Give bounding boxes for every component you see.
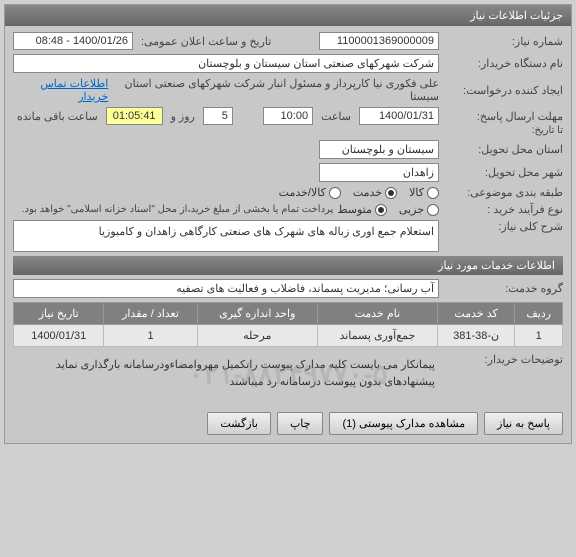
- category-label: طبقه بندی موضوعی:: [443, 186, 563, 199]
- creator-label: ایجاد کننده درخواست:: [443, 84, 563, 97]
- radio-partial[interactable]: [427, 204, 439, 216]
- deadline-label: مهلت ارسال پاسخ:: [443, 110, 563, 123]
- buyer-notes-text: پیمانکار می بایست کلیه مدارک پیوست راتکم…: [13, 353, 439, 394]
- radio-goods-label: کالا: [409, 186, 424, 199]
- td-name: جمع‌آوری پسماند: [318, 325, 438, 347]
- th-unit: واحد اندازه گیری: [197, 303, 317, 325]
- category-radio-group: کالا خدمت کالا/خدمت: [279, 186, 439, 199]
- th-row: ردیف: [515, 303, 563, 325]
- days-remaining: 5: [203, 107, 233, 125]
- service-group-label: گروه خدمت:: [443, 282, 563, 295]
- radio-goods[interactable]: [427, 187, 439, 199]
- delivery-city-value: زاهدان: [319, 163, 439, 182]
- table-row: 1 ن-38-381 جمع‌آوری پسماند مرحله 1 1400/…: [14, 325, 563, 347]
- td-row: 1: [515, 325, 563, 347]
- print-button[interactable]: چاپ: [277, 412, 324, 435]
- radio-partial-label: جزیی: [399, 203, 424, 216]
- radio-medium[interactable]: [375, 204, 387, 216]
- radio-service-label: خدمت: [353, 186, 382, 199]
- remaining-label: ساعت باقی مانده: [13, 110, 102, 123]
- th-code: کد خدمت: [437, 303, 515, 325]
- public-datetime-label: تاریخ و ساعت اعلان عمومی:: [137, 35, 275, 48]
- td-qty: 1: [104, 325, 197, 347]
- buyer-org-label: نام دستگاه خریدار:: [443, 57, 563, 70]
- delivery-province-value: سیستان و بلوچستان: [319, 140, 439, 159]
- view-docs-button[interactable]: مشاهده مدارک پیوستی (1): [329, 412, 478, 435]
- td-date: 1400/01/31: [14, 325, 104, 347]
- radio-both-label: کالا/خدمت: [279, 186, 326, 199]
- th-qty: تعداد / مقدار: [104, 303, 197, 325]
- reply-button[interactable]: پاسخ به نیاز: [484, 412, 563, 435]
- section-services-title: اطلاعات خدمات مورد نیاز: [13, 256, 563, 275]
- time-remaining: 01:05:41: [106, 107, 163, 125]
- purchase-type-radio-group: جزیی متوسط: [337, 203, 439, 216]
- radio-both[interactable]: [329, 187, 341, 199]
- td-code: ن-38-381: [437, 325, 515, 347]
- need-number-label: شماره نیاز:: [443, 35, 563, 48]
- days-label: روز و: [167, 110, 199, 123]
- purchase-note: پرداخت تمام یا بخشی از مبلغ خرید،از محل …: [13, 204, 333, 215]
- need-number-value: 1100001369000009: [319, 32, 439, 50]
- services-table: ردیف کد خدمت نام خدمت واحد اندازه گیری ت…: [13, 302, 563, 347]
- to-date-label: تا تاریخ:: [443, 125, 563, 136]
- td-unit: مرحله: [197, 325, 317, 347]
- back-button[interactable]: بازگشت: [207, 412, 271, 435]
- creator-value: علی فکوری نیا کارپرداز و مسئول انبار شرک…: [112, 77, 439, 103]
- purchase-type-label: نوع فرآیند خرید :: [443, 203, 563, 216]
- delivery-province-label: استان محل تحویل:: [443, 143, 563, 156]
- th-name: نام خدمت: [318, 303, 438, 325]
- panel-title: جزئیات اطلاعات نیاز: [5, 5, 571, 26]
- need-desc-label: شرح کلی نیاز:: [443, 220, 563, 233]
- hour-label: ساعت: [317, 110, 355, 123]
- radio-medium-label: متوسط: [337, 203, 372, 216]
- service-group-value: آب رسانی؛ مدیریت پسماند، فاضلاب و فعالیت…: [13, 279, 439, 298]
- buyer-contact-link[interactable]: اطلاعات تماس خریدار: [13, 77, 108, 103]
- need-desc-value: استعلام جمع اوری زباله های شهرک های صنعت…: [13, 220, 439, 252]
- buyer-notes-label: توضیحات خریدار:: [443, 353, 563, 366]
- public-datetime-value: 1400/01/26 - 08:48: [13, 32, 133, 50]
- buyer-org-value: شرکت شهرکهای صنعتی استان سیستان و بلوچست…: [13, 54, 439, 73]
- radio-service[interactable]: [385, 187, 397, 199]
- th-date: تاریخ نیاز: [14, 303, 104, 325]
- deadline-date: 1400/01/31: [359, 107, 439, 125]
- delivery-city-label: شهر محل تحویل:: [443, 166, 563, 179]
- deadline-hour: 10:00: [263, 107, 313, 125]
